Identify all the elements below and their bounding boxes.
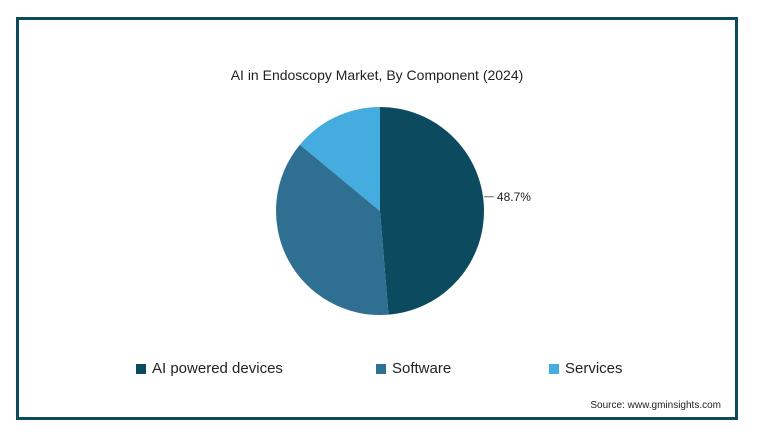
pie-chart: 48.7%	[275, 107, 531, 315]
legend-label: AI powered devices	[152, 360, 283, 377]
legend-item-software: Software	[376, 360, 451, 377]
legend-label: Software	[392, 360, 452, 377]
legend-swatch	[136, 363, 146, 374]
pie-slice-services	[299, 107, 380, 211]
legend-item-ai-powered-devices: AI powered devices	[136, 360, 283, 377]
data-label-ai-powered-devices: 48.7%	[497, 190, 531, 204]
pie-slice-software	[275, 144, 389, 315]
chart-frame: AI in Endoscopy Market, By Component (20…	[16, 17, 738, 420]
legend-swatch	[549, 363, 559, 374]
legend: AI powered devices Software Services	[19, 360, 735, 380]
source-note: Source: www.gminsights.com	[590, 400, 721, 411]
chart-title: AI in Endoscopy Market, By Component (20…	[230, 67, 524, 83]
legend-swatch	[376, 363, 386, 374]
legend-label: Services	[565, 360, 623, 377]
pie-slice-ai-powered-devices	[380, 107, 485, 315]
legend-item-services: Services	[549, 360, 623, 377]
